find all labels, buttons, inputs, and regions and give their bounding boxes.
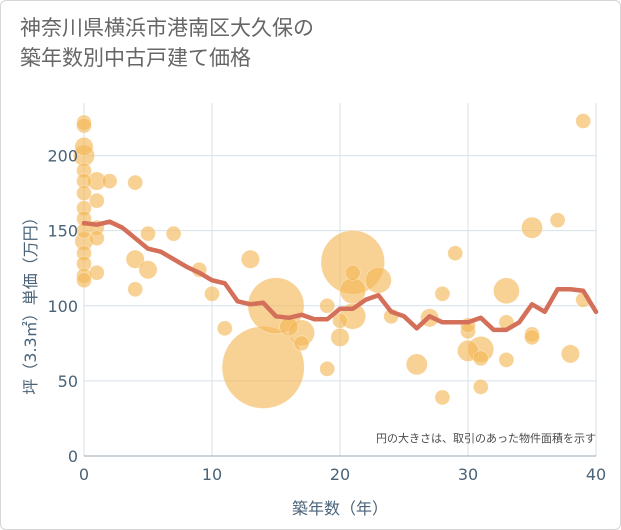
data-bubble xyxy=(89,264,105,281)
x-tick-label: 0 xyxy=(79,465,89,484)
data-bubble xyxy=(472,350,489,367)
data-bubble xyxy=(493,277,520,305)
data-bubble xyxy=(76,185,92,201)
data-bubble xyxy=(125,249,145,269)
data-bubble xyxy=(498,352,515,368)
data-bubble xyxy=(293,335,310,352)
data-bubble xyxy=(140,225,156,242)
data-bubble xyxy=(319,297,336,314)
data-bubble xyxy=(434,389,451,406)
data-bubble xyxy=(344,264,361,281)
data-bubble xyxy=(217,320,233,337)
data-bubble xyxy=(204,285,220,302)
y-tick-label: 150 xyxy=(47,222,78,241)
x-tick-label: 30 xyxy=(458,465,478,484)
data-bubble xyxy=(240,249,260,269)
data-bubble xyxy=(560,344,580,364)
data-bubble xyxy=(127,174,143,191)
data-bubble xyxy=(138,260,158,280)
data-bubble xyxy=(332,313,348,329)
data-bubble xyxy=(127,281,143,298)
axis-ticks: 0 10 20 30 40 0 50 100 150 200 xyxy=(47,147,606,484)
data-bubble xyxy=(279,317,299,337)
data-bubble xyxy=(89,230,105,246)
data-bubble xyxy=(521,216,543,239)
data-bubble xyxy=(76,272,92,289)
data-bubble xyxy=(447,245,464,262)
bubble-layer xyxy=(73,113,592,409)
data-bubble xyxy=(76,117,92,134)
x-tick-label: 10 xyxy=(202,465,222,484)
trend-line-layer xyxy=(81,219,599,333)
data-bubble xyxy=(405,353,428,376)
average-price-trend-line xyxy=(81,219,599,333)
y-tick-label: 200 xyxy=(47,147,78,166)
data-bubble xyxy=(165,225,182,242)
data-bubble xyxy=(101,173,118,189)
x-tick-label: 40 xyxy=(586,465,606,484)
y-tick-label: 100 xyxy=(47,297,78,316)
data-bubble xyxy=(575,113,592,129)
data-bubble xyxy=(365,266,392,294)
size-legend-note: 円の大きさは、取引のあった物件面積を示す xyxy=(376,431,596,445)
y-axis-label: 坪（3.3㎡）単価（万円） xyxy=(21,209,40,394)
x-tick-label: 20 xyxy=(330,465,350,484)
data-bubble xyxy=(457,339,479,362)
data-bubble xyxy=(319,361,336,377)
y-tick-label: 0 xyxy=(68,447,78,466)
data-bubble xyxy=(549,212,566,228)
y-tick-label: 50 xyxy=(58,372,78,391)
data-bubble xyxy=(89,192,105,209)
x-axis-label: 築年数（年） xyxy=(292,499,388,518)
data-bubble xyxy=(524,329,540,346)
data-bubble xyxy=(434,285,451,302)
chart-title: 神奈川県横浜市港南区大久保の 築年数別中古戸建て価格 xyxy=(20,16,314,70)
data-bubble xyxy=(74,137,94,157)
data-bubble xyxy=(472,379,489,395)
data-bubble xyxy=(330,327,350,347)
